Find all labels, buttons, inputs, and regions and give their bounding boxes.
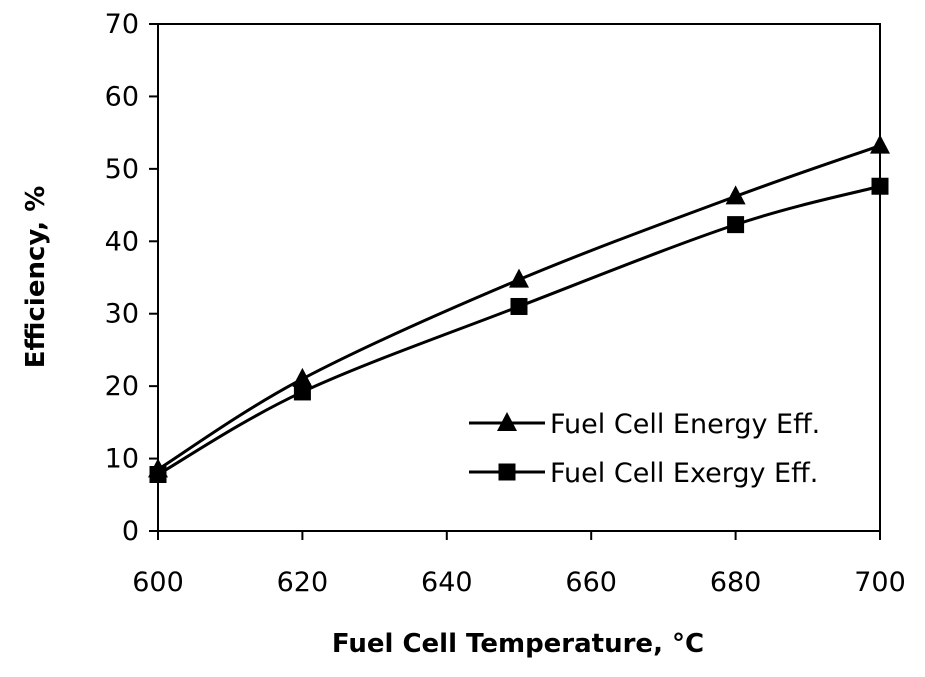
- y-tick-label: 50: [105, 154, 139, 185]
- data-point-marker: [725, 185, 746, 205]
- y-tick-label: 40: [105, 226, 139, 257]
- y-tick-label: 60: [105, 81, 139, 112]
- x-tick-label: 640: [421, 567, 473, 598]
- series-exergy-efficiency: [149, 177, 889, 484]
- legend: Fuel Cell Energy Eff. Fuel Cell Exergy Ef…: [469, 409, 820, 489]
- legend-entry: Fuel Cell Energy Eff.: [469, 409, 820, 440]
- x-tick-label: 660: [565, 567, 617, 598]
- axes: 0 10 20 30 40 50 60 70 600 620 640 660 680 700: [105, 9, 906, 598]
- legend-marker: [498, 463, 516, 481]
- y-tick-label: 70: [105, 9, 139, 40]
- data-point-marker: [149, 466, 167, 484]
- data-point-marker: [871, 177, 889, 195]
- x-tick-label: 680: [710, 567, 762, 598]
- data-point-marker: [727, 216, 745, 234]
- y-tick-label: 30: [105, 299, 139, 330]
- y-tick-label: 10: [105, 444, 139, 475]
- x-tick-label: 600: [132, 567, 184, 598]
- plot-frame: [157, 23, 881, 532]
- legend-entry: Fuel Cell Exergy Eff.: [469, 458, 818, 489]
- y-axis-title: Efficiency, %: [21, 186, 51, 369]
- y-tick-label: 20: [105, 371, 139, 402]
- data-point-marker: [510, 297, 528, 315]
- plot-area: [157, 23, 881, 532]
- x-tick-label: 620: [277, 567, 329, 598]
- y-tick-label: 0: [122, 516, 139, 547]
- x-tick-label: 700: [854, 567, 906, 598]
- legend-label: Fuel Cell Exergy Eff.: [550, 458, 818, 489]
- data-point-marker: [870, 134, 890, 154]
- data-point-marker: [293, 383, 311, 401]
- x-axis-title: Fuel Cell Temperature, °C: [332, 629, 704, 659]
- legend-label: Fuel Cell Energy Eff.: [550, 409, 820, 440]
- data-point-marker: [292, 367, 313, 387]
- legend-marker: [497, 412, 517, 431]
- data-point-marker: [509, 268, 529, 288]
- series-group: [148, 134, 890, 484]
